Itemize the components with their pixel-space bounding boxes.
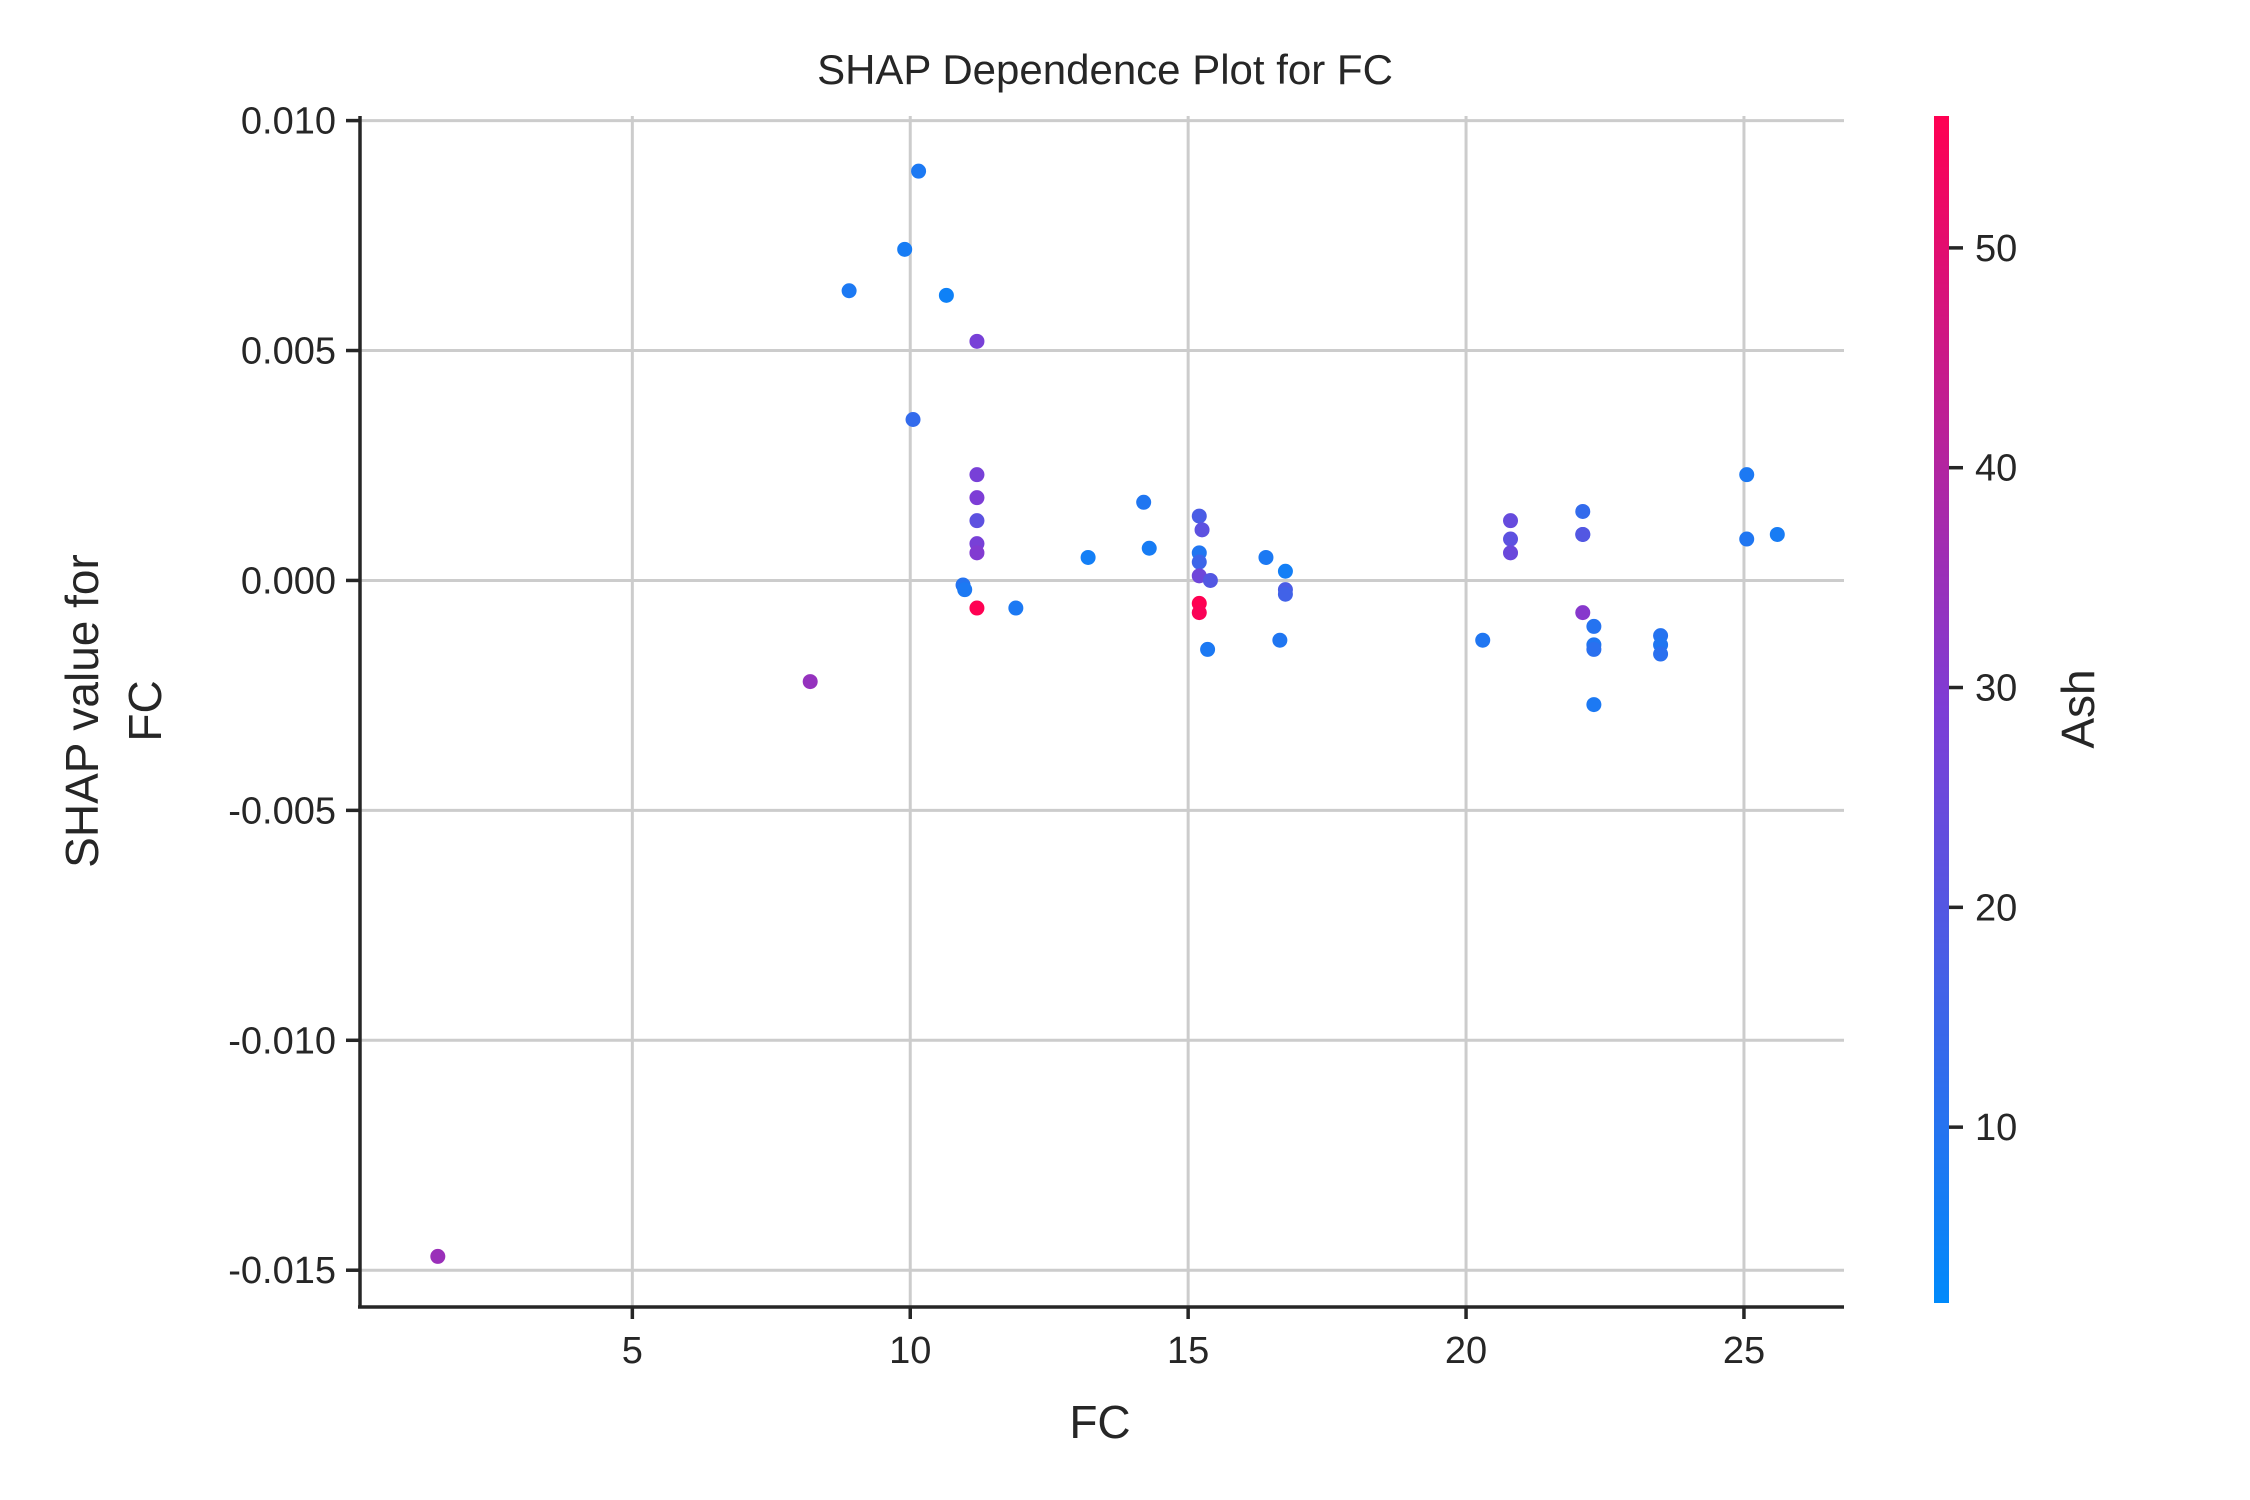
x-tick-label: 15 [1167, 1330, 1209, 1372]
data-point [1739, 531, 1755, 547]
data-point [841, 283, 857, 299]
data-point [1586, 697, 1602, 713]
colorbar-gradient [1934, 116, 1949, 1303]
chart-title: SHAP Dependence Plot for FC [817, 46, 1393, 93]
x-tick-label: 25 [1723, 1330, 1765, 1372]
colorbar-tick-label: 50 [1975, 228, 2017, 270]
data-point [1191, 554, 1207, 570]
data-point [802, 674, 818, 690]
y-tick-label: -0.010 [228, 1020, 336, 1062]
y-axis-label-line2: FC [119, 680, 171, 741]
data-point [1739, 467, 1755, 483]
data-point [1191, 605, 1207, 621]
data-point [1769, 526, 1785, 542]
data-point [897, 241, 913, 257]
colorbar: 10 20 30 40 50 Ash [1934, 116, 2104, 1303]
data-point [1191, 508, 1207, 524]
data-point [1575, 503, 1591, 519]
y-axis-label-line1: SHAP value for [56, 554, 108, 868]
data-point [969, 333, 985, 349]
data-point [1202, 572, 1218, 588]
data-point [1575, 605, 1591, 621]
data-point [1200, 641, 1216, 657]
data-point [1653, 646, 1669, 662]
data-point [969, 545, 985, 561]
data-point [1475, 632, 1491, 648]
data-point [1194, 522, 1210, 538]
data-point [1258, 549, 1274, 565]
colorbar-label: Ash [2052, 669, 2104, 748]
x-tick-label: 20 [1445, 1330, 1487, 1372]
data-point [969, 467, 985, 483]
data-point [1136, 494, 1152, 510]
y-tick-label: -0.005 [228, 790, 336, 832]
data-point [1080, 549, 1096, 565]
data-point [905, 411, 921, 427]
data-point [969, 513, 985, 529]
grid-layer [360, 116, 1844, 1307]
x-tick-label: 5 [622, 1330, 643, 1372]
data-point [1141, 540, 1157, 556]
data-point [957, 582, 973, 598]
y-tick-label: -0.015 [228, 1250, 336, 1292]
data-point [1008, 600, 1024, 616]
data-point [1503, 531, 1519, 547]
x-tick-label: 10 [889, 1330, 931, 1372]
data-point [430, 1248, 446, 1264]
data-point [911, 163, 927, 179]
data-point [1575, 526, 1591, 542]
data-point [1277, 586, 1293, 602]
x-ticks: 5 10 15 20 25 [622, 1307, 1765, 1372]
colorbar-tick-label: 20 [1975, 887, 2017, 929]
data-point [969, 490, 985, 506]
y-axis-label: SHAP value for FC [56, 554, 171, 868]
data-point [938, 287, 954, 303]
y-tick-label: 0.010 [241, 101, 336, 143]
x-axis-label: FC [1069, 1396, 1130, 1448]
data-point [1586, 618, 1602, 634]
colorbar-tick-label: 40 [1975, 448, 2017, 490]
data-point [1586, 641, 1602, 657]
colorbar-ticks: 10 20 30 40 50 [1949, 228, 2017, 1149]
data-point [1503, 513, 1519, 529]
y-tick-label: 0.000 [241, 560, 336, 602]
y-tick-label: 0.005 [241, 331, 336, 373]
data-point [1272, 632, 1288, 648]
data-point [1503, 545, 1519, 561]
axes-spines [358, 116, 1844, 1309]
data-point [969, 600, 985, 616]
colorbar-tick-label: 10 [1975, 1107, 2017, 1149]
data-point [1277, 563, 1293, 579]
y-ticks: 0.010 0.005 0.000 -0.005 -0.010 -0.015 [228, 101, 360, 1292]
colorbar-tick-label: 30 [1975, 668, 2017, 710]
points-layer [430, 163, 1785, 1264]
